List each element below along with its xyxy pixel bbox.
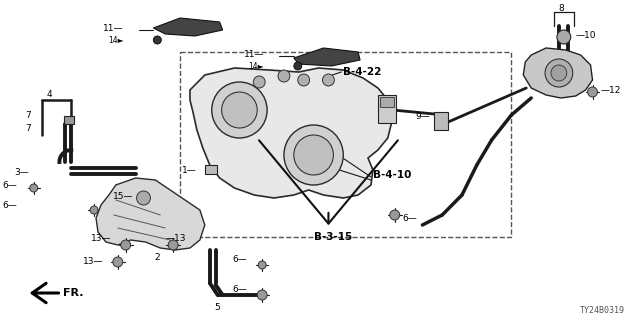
- Bar: [205, 165, 217, 174]
- Circle shape: [154, 36, 161, 44]
- Polygon shape: [154, 18, 223, 36]
- Text: 3—: 3—: [14, 167, 29, 177]
- Circle shape: [257, 290, 267, 300]
- Circle shape: [168, 240, 178, 250]
- Text: B-4-22: B-4-22: [343, 67, 381, 77]
- Polygon shape: [96, 178, 205, 250]
- Circle shape: [557, 30, 571, 44]
- Text: 6—: 6—: [403, 213, 417, 222]
- Circle shape: [221, 92, 257, 128]
- Text: 7: 7: [25, 124, 31, 132]
- Text: FR.: FR.: [63, 288, 84, 298]
- FancyArrowPatch shape: [32, 283, 59, 303]
- Text: —12: —12: [600, 85, 621, 94]
- Circle shape: [588, 87, 598, 97]
- Circle shape: [113, 257, 123, 267]
- Text: —10: —10: [576, 30, 596, 39]
- Text: 2: 2: [154, 253, 160, 262]
- Bar: [65, 116, 74, 124]
- Circle shape: [284, 125, 343, 185]
- Text: 13—: 13—: [83, 258, 104, 267]
- Bar: [378, 95, 396, 123]
- Text: 4: 4: [47, 90, 52, 99]
- Text: 11—: 11—: [103, 23, 124, 33]
- Text: —13: —13: [165, 234, 186, 243]
- Polygon shape: [294, 48, 360, 66]
- Circle shape: [212, 82, 267, 138]
- Text: 6—: 6—: [2, 201, 17, 210]
- Text: 5: 5: [214, 302, 220, 311]
- Text: 14►: 14►: [249, 61, 264, 70]
- Circle shape: [253, 76, 265, 88]
- Bar: [180, 52, 511, 237]
- Polygon shape: [524, 48, 593, 98]
- Circle shape: [294, 62, 301, 70]
- Text: 7: 7: [25, 110, 31, 119]
- Text: 15—: 15—: [113, 191, 134, 201]
- Circle shape: [551, 65, 567, 81]
- Circle shape: [278, 70, 290, 82]
- Text: 6—: 6—: [232, 285, 247, 294]
- Circle shape: [391, 211, 399, 219]
- Text: 14►: 14►: [108, 36, 124, 44]
- Text: 8: 8: [558, 4, 564, 12]
- Bar: [380, 97, 394, 107]
- Circle shape: [136, 191, 150, 205]
- Circle shape: [298, 74, 310, 86]
- Text: B-3-15: B-3-15: [314, 232, 353, 242]
- Text: 13—: 13—: [92, 234, 112, 243]
- Text: 1—: 1—: [182, 165, 197, 174]
- Polygon shape: [190, 68, 393, 198]
- Bar: [435, 112, 448, 130]
- Circle shape: [323, 74, 334, 86]
- Circle shape: [29, 184, 38, 192]
- Circle shape: [90, 206, 98, 214]
- Text: 6—: 6—: [2, 180, 17, 189]
- Text: 6—: 6—: [232, 255, 247, 265]
- Text: 11—: 11—: [244, 50, 264, 59]
- Circle shape: [390, 210, 399, 220]
- Circle shape: [294, 135, 333, 175]
- Circle shape: [545, 59, 573, 87]
- Circle shape: [121, 240, 131, 250]
- Text: B-4-10: B-4-10: [373, 170, 412, 180]
- Text: 9—: 9—: [415, 111, 430, 121]
- Text: TY24B0319: TY24B0319: [580, 306, 625, 315]
- Circle shape: [258, 261, 266, 269]
